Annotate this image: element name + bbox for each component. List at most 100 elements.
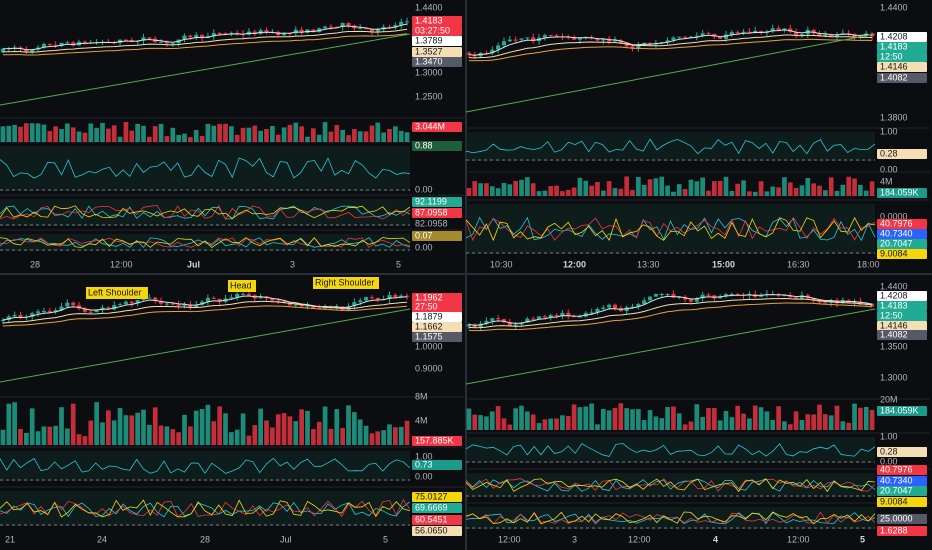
candle-body (636, 304, 641, 307)
candle-body (659, 294, 664, 295)
candle-body (205, 297, 210, 302)
volume-bar (18, 126, 23, 142)
volume-bar (869, 409, 875, 430)
volume-bar (822, 190, 828, 196)
candle-body (496, 45, 501, 50)
volume-bar (589, 185, 594, 196)
candle-body (595, 38, 600, 41)
volume-bar (82, 436, 88, 445)
candle-body (770, 28, 775, 32)
volume-bar (106, 128, 111, 142)
trend-line (465, 308, 876, 385)
volume-bar (665, 185, 670, 196)
price-label: 0.9000 (415, 363, 443, 373)
volume-bar (776, 187, 781, 196)
price-label: 1.4208 (880, 31, 908, 41)
candle-body (630, 306, 635, 308)
candle-body (554, 314, 559, 317)
pattern-annotation: Head (230, 280, 252, 290)
time-label: 12:00 (563, 259, 586, 269)
candle-body (369, 297, 374, 299)
volume-bar (176, 432, 181, 445)
volume-bar (501, 182, 507, 196)
volume-bar (799, 420, 805, 430)
candle-body (246, 293, 251, 296)
volume-bar (618, 188, 624, 196)
moving-average (468, 302, 873, 332)
volume-bar (299, 126, 304, 142)
price-label-box (412, 460, 462, 470)
time-label: 4 (713, 534, 718, 544)
volume-bar (305, 410, 310, 445)
volume-bar (747, 191, 752, 196)
oscillator-line (465, 511, 876, 525)
volume-bar (858, 184, 863, 196)
candle-body (718, 36, 723, 39)
price-label: 20M (880, 394, 898, 404)
moving-average (468, 34, 873, 59)
volume-bar (24, 123, 29, 142)
volume-bar (828, 415, 834, 430)
volume-bar (88, 420, 94, 445)
moving-average (468, 297, 873, 329)
candle-body (501, 319, 507, 323)
time-label: 12:00 (628, 534, 651, 544)
price-label: 9.0084 (880, 248, 908, 258)
price-label: 1.4146 (880, 61, 908, 71)
volume-bar (513, 408, 519, 430)
candle-body (82, 41, 87, 44)
price-label-box (412, 312, 462, 322)
price-label-box (877, 291, 927, 301)
volume-bar (328, 428, 334, 445)
price-label: 69.6669 (415, 502, 448, 512)
volume-bar (606, 181, 612, 196)
oscillator-line (0, 457, 411, 474)
oscillator-band (0, 199, 410, 226)
candle-body (665, 40, 670, 43)
candle-body (311, 305, 316, 308)
volume-bar (653, 178, 659, 196)
volume-bar (158, 425, 164, 445)
pattern-annotation-box (313, 277, 379, 289)
price-label-box (412, 293, 462, 303)
price-label: 1.3000 (415, 67, 443, 77)
volume-bar (577, 177, 583, 196)
candle-body (387, 26, 392, 28)
volume-bar (618, 403, 624, 430)
volume-bar (501, 418, 507, 430)
time-label: 3 (290, 259, 295, 269)
volume-bar (363, 131, 369, 142)
volume-bar (571, 404, 577, 430)
volume-bar (141, 125, 146, 142)
volume-bar (466, 188, 472, 196)
volume-bar (671, 406, 676, 430)
candle-body (65, 302, 70, 307)
candle-body (688, 299, 693, 302)
price-label: 1.4208 (880, 290, 908, 300)
volume-bar (600, 408, 606, 430)
price-label-box (412, 492, 462, 502)
volume-bar (565, 415, 571, 430)
volume-bar (287, 416, 293, 445)
volume-bar (484, 183, 489, 196)
volume-bar (322, 406, 328, 445)
price-label: 1.1575 (415, 331, 443, 341)
volume-bar (111, 420, 117, 445)
volume-bar (525, 411, 530, 430)
moving-average (2, 300, 408, 324)
volume-bar (653, 416, 659, 430)
price-label: 1.0000 (415, 341, 443, 351)
volume-bar (129, 415, 135, 445)
candle-body (135, 300, 140, 304)
moving-average (468, 294, 873, 326)
volume-bar (554, 418, 559, 430)
volume-bar (624, 176, 630, 196)
volume-bar (311, 429, 316, 445)
candle-body (299, 304, 304, 307)
volume-bar (88, 123, 94, 142)
volume-bar (229, 432, 234, 445)
volume-bar (12, 402, 17, 445)
candle-body (618, 40, 623, 43)
volume-bar (606, 410, 612, 430)
